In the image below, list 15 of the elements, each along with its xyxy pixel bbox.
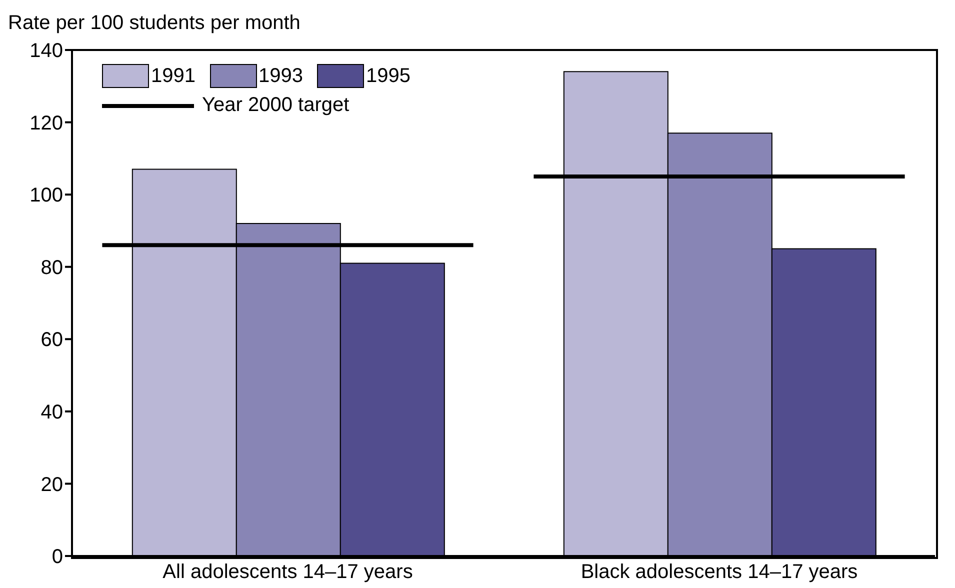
legend-label: 1995 — [366, 64, 410, 88]
legend-label: 1991 — [151, 64, 196, 88]
y-tick-label: 80 — [40, 256, 63, 279]
x-tick-label: Black adolescents 14–17 years — [580, 561, 858, 584]
y-tick-label: 120 — [30, 112, 63, 134]
y-tick-label: 60 — [40, 329, 63, 352]
legend-label: Year 2000 target — [202, 94, 350, 117]
x-tick-label: All adolescents 14–17 years — [162, 561, 413, 584]
y-tick-label: 100 — [30, 184, 63, 207]
y-axis-title: Rate per 100 students per month — [8, 12, 300, 35]
y-tick-label: 140 — [30, 40, 63, 62]
y-tick-label: 20 — [40, 474, 63, 496]
legend-label: 1993 — [258, 64, 303, 88]
y-tick-label: 0 — [52, 546, 63, 568]
y-tick-label: 40 — [40, 402, 63, 424]
